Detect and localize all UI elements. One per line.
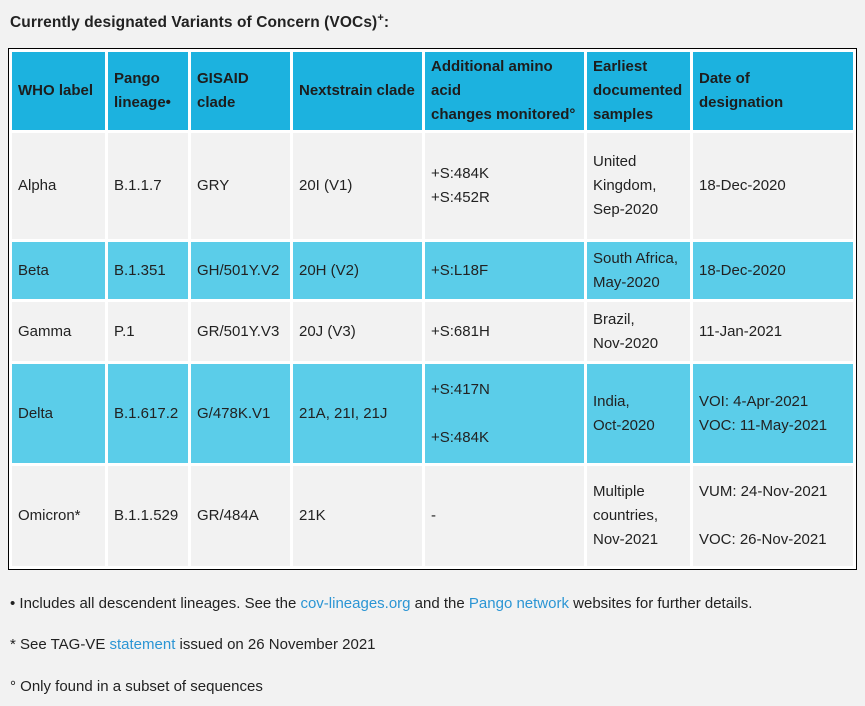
cell-who-label: Omicron* xyxy=(12,466,105,567)
cell-nextstrain-clade: 20J (V3) xyxy=(293,302,422,362)
cell-gisaid-clade: GRY xyxy=(191,133,290,240)
footnote-text: and the xyxy=(410,595,469,613)
cell-amino-acid-changes: +S:417N +S:484K xyxy=(425,364,584,464)
cell-gisaid-clade: GR/501Y.V3 xyxy=(191,302,290,362)
tagve-statement-link[interactable]: statement xyxy=(109,636,176,654)
cell-nextstrain-clade: 20I (V1) xyxy=(293,133,422,240)
table-row-gamma: Gamma P.1 GR/501Y.V3 20J (V3) +S:681H Br… xyxy=(12,302,853,362)
cell-earliest-samples: Brazil, Nov-2020 xyxy=(587,302,690,362)
cell-gisaid-clade: G/478K.V1 xyxy=(191,364,290,464)
table-header-row: WHO label Pango lineage• GISAID clade Ne… xyxy=(12,52,853,131)
cell-pango-lineage: B.1.1.529 xyxy=(108,466,188,567)
cell-pango-lineage: B.1.351 xyxy=(108,242,188,300)
footnote-text: * See TAG-VE xyxy=(10,636,110,654)
footnote-text: ° Only found in a subset of sequences xyxy=(10,677,263,695)
cell-who-label: Gamma xyxy=(12,302,105,362)
col-header-pango-lineage: Pango lineage• xyxy=(108,52,188,131)
table-row-alpha: Alpha B.1.1.7 GRY 20I (V1) +S:484K +S:45… xyxy=(12,133,853,240)
cell-date-of-designation: 11-Jan-2021 xyxy=(693,302,853,362)
cell-pango-lineage: B.1.617.2 xyxy=(108,364,188,464)
page-title-text: Currently designated Variants of Concern… xyxy=(10,14,378,32)
footnote-tagve-statement: * See TAG-VE statement issued on 26 Nove… xyxy=(10,635,855,655)
cell-earliest-samples: United Kingdom, Sep-2020 xyxy=(587,133,690,240)
cell-nextstrain-clade: 21A, 21I, 21J xyxy=(293,364,422,464)
page-title-superscript: + xyxy=(377,12,384,24)
cell-who-label: Beta xyxy=(12,242,105,300)
cov-lineages-link[interactable]: cov-lineages.org xyxy=(300,595,411,613)
cell-gisaid-clade: GR/484A xyxy=(191,466,290,567)
pango-network-link[interactable]: Pango network xyxy=(468,595,569,613)
footnote-descendent-lineages: • Includes all descendent lineages. See … xyxy=(10,594,855,614)
cell-nextstrain-clade: 20H (V2) xyxy=(293,242,422,300)
col-header-nextstrain-clade: Nextstrain clade xyxy=(293,52,422,131)
footnote-text: • Includes all descendent lineages. See … xyxy=(10,595,301,613)
cell-earliest-samples: Multiple countries, Nov-2021 xyxy=(587,466,690,567)
cell-amino-acid-changes: - xyxy=(425,466,584,567)
page-title: Currently designated Variants of Concern… xyxy=(10,12,855,32)
cell-date-of-designation: 18-Dec-2020 xyxy=(693,133,853,240)
cell-date-of-designation: 18-Dec-2020 xyxy=(693,242,853,300)
cell-amino-acid-changes: +S:681H xyxy=(425,302,584,362)
cell-amino-acid-changes: +S:484K +S:452R xyxy=(425,133,584,240)
footnote-text: websites for further details. xyxy=(568,595,753,613)
table-row-omicron: Omicron* B.1.1.529 GR/484A 21K - Multipl… xyxy=(12,466,853,567)
cell-who-label: Delta xyxy=(12,364,105,464)
col-header-earliest-samples: Earliest documented samples xyxy=(587,52,690,131)
col-header-date-of-designation: Date of designation xyxy=(693,52,853,131)
page-title-colon: : xyxy=(383,14,390,32)
cell-date-of-designation: VUM: 24-Nov-2021 VOC: 26-Nov-2021 xyxy=(693,466,853,567)
footnote-subset-sequences: ° Only found in a subset of sequences xyxy=(10,677,855,697)
cell-earliest-samples: South Africa, May-2020 xyxy=(587,242,690,300)
voc-table: WHO label Pango lineage• GISAID clade Ne… xyxy=(8,48,857,571)
table-row-beta: Beta B.1.351 GH/501Y.V2 20H (V2) +S:L18F… xyxy=(12,242,853,300)
cell-earliest-samples: India, Oct-2020 xyxy=(587,364,690,464)
cell-amino-acid-changes: +S:L18F xyxy=(425,242,584,300)
cell-pango-lineage: B.1.1.7 xyxy=(108,133,188,240)
col-header-gisaid-clade: GISAID clade xyxy=(191,52,290,131)
cell-date-of-designation: VOI: 4-Apr-2021 VOC: 11-May-2021 xyxy=(693,364,853,464)
cell-gisaid-clade: GH/501Y.V2 xyxy=(191,242,290,300)
table-row-delta: Delta B.1.617.2 G/478K.V1 21A, 21I, 21J … xyxy=(12,364,853,464)
col-header-who-label: WHO label xyxy=(12,52,105,131)
cell-nextstrain-clade: 21K xyxy=(293,466,422,567)
footnote-text: issued on 26 November 2021 xyxy=(175,636,376,654)
cell-who-label: Alpha xyxy=(12,133,105,240)
cell-pango-lineage: P.1 xyxy=(108,302,188,362)
col-header-amino-acid-changes: Additional amino acid changes monitored° xyxy=(425,52,584,131)
